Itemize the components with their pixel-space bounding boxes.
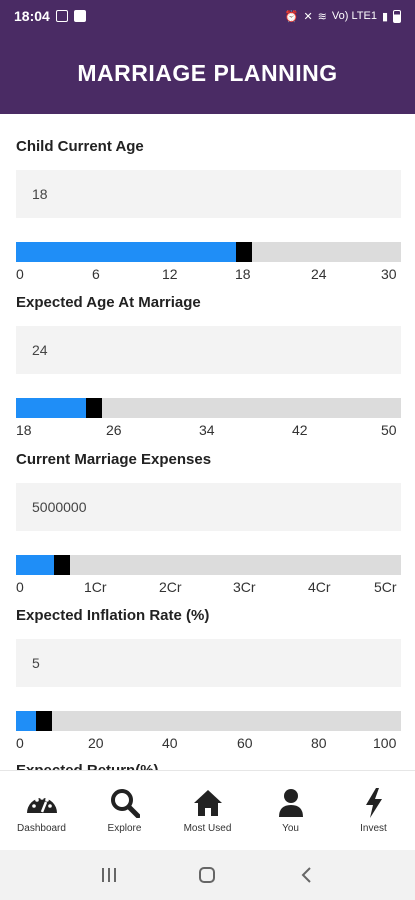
nav-dashboard[interactable]: Dashboard: [0, 771, 83, 850]
nav-label: Invest: [360, 823, 387, 834]
wifi-icon: ≋: [317, 10, 327, 23]
tick-label: 18: [16, 422, 32, 438]
nav-label: You: [282, 823, 299, 834]
field-label: Child Current Age: [16, 138, 144, 155]
marriage-age-slider[interactable]: [16, 398, 401, 418]
tick-label: 42: [292, 422, 308, 438]
inflation-rate-slider[interactable]: [16, 711, 401, 731]
slider-fill: [16, 711, 36, 731]
tick-label: 18: [235, 266, 251, 282]
slider-thumb[interactable]: [86, 398, 102, 418]
nav-you[interactable]: You: [249, 771, 332, 850]
tick-label: 12: [162, 266, 178, 282]
search-icon: [108, 787, 142, 819]
tick-label: 100: [373, 735, 397, 751]
nav-most-used[interactable]: Most Used: [166, 771, 249, 850]
dashboard-icon: [25, 787, 59, 819]
tick-label: 6: [92, 266, 100, 282]
field-label: Expected Age At Marriage: [16, 294, 201, 311]
tick-label: 0: [16, 579, 24, 595]
nav-label: Most Used: [183, 823, 232, 834]
back-button[interactable]: [286, 860, 326, 890]
nav-explore[interactable]: Explore: [83, 771, 166, 850]
tick-label: 34: [199, 422, 215, 438]
field-label: Expected Inflation Rate (%): [16, 607, 210, 624]
child-age-slider[interactable]: [16, 242, 401, 262]
bottom-nav: Dashboard Explore Most Used You Invest: [0, 770, 415, 850]
tick-label: 0: [16, 735, 24, 751]
slider-fill: [16, 398, 86, 418]
slider-ticks: 0 6 12 18 24 30: [16, 266, 401, 284]
tick-label: 3Cr: [233, 579, 256, 595]
field-label: Current Marriage Expenses: [16, 451, 212, 468]
status-bar: 18:04 ⏰ ✕ ≋ Vo) LTE1 ▮: [0, 0, 415, 32]
marriage-expenses-slider[interactable]: [16, 555, 401, 575]
nav-invest[interactable]: Invest: [332, 771, 415, 850]
form-content[interactable]: Child Current Age 0 6 12 18 24 30 Expect…: [0, 114, 415, 770]
home-button[interactable]: [187, 860, 227, 890]
linkedin-notification-icon: [73, 10, 86, 22]
tick-label: 2Cr: [159, 579, 182, 595]
inflation-rate-input[interactable]: [16, 639, 401, 687]
mute-icon: ✕: [303, 10, 313, 23]
slider-thumb[interactable]: [236, 242, 252, 262]
tick-label: 30: [381, 266, 397, 282]
tick-label: 1Cr: [84, 579, 107, 595]
marriage-expenses-input[interactable]: [16, 483, 401, 531]
tick-label: 5Cr: [374, 579, 397, 595]
tick-label: 0: [16, 266, 24, 282]
home-icon: [191, 787, 225, 819]
tick-label: 80: [311, 735, 327, 751]
gallery-notification-icon: [55, 10, 68, 22]
slider-thumb[interactable]: [54, 555, 70, 575]
tick-label: 40: [162, 735, 178, 751]
slider-ticks: 18 26 34 42 50: [16, 422, 401, 440]
tick-label: 50: [381, 422, 397, 438]
app-header: MARRIAGE PLANNING: [0, 32, 415, 114]
lightning-icon: [357, 787, 391, 819]
page-title: MARRIAGE PLANNING: [77, 59, 338, 86]
field-label-expected-return: Expected Return(%): [16, 762, 159, 770]
user-icon: [274, 787, 308, 819]
nav-label: Dashboard: [17, 823, 66, 834]
marriage-age-input[interactable]: [16, 326, 401, 374]
tick-label: 4Cr: [308, 579, 331, 595]
tick-label: 26: [106, 422, 122, 438]
slider-thumb[interactable]: [36, 711, 52, 731]
tick-label: 20: [88, 735, 104, 751]
network-label: Vo) LTE1: [331, 10, 377, 22]
battery-icon: [393, 9, 401, 23]
tick-label: 24: [311, 266, 327, 282]
tick-label: 60: [237, 735, 253, 751]
child-age-input[interactable]: [16, 170, 401, 218]
slider-fill: [16, 242, 236, 262]
slider-fill: [16, 555, 54, 575]
alarm-icon: ⏰: [284, 10, 299, 23]
status-time: 18:04: [14, 8, 50, 24]
recent-apps-button[interactable]: [89, 860, 129, 890]
nav-label: Explore: [107, 823, 142, 834]
signal-icon: ▮: [381, 10, 388, 23]
system-nav-bar: [0, 850, 415, 900]
slider-ticks: 0 1Cr 2Cr 3Cr 4Cr 5Cr: [16, 579, 401, 597]
slider-ticks: 0 20 40 60 80 100: [16, 735, 401, 753]
